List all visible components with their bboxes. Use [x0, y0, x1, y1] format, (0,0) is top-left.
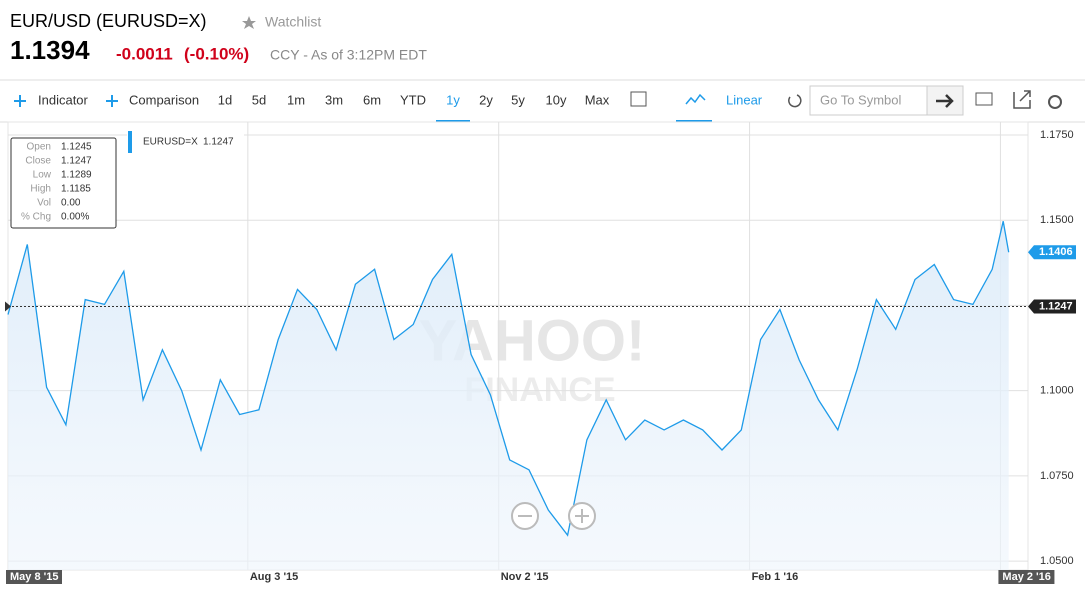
range-button[interactable]: YTD	[400, 92, 426, 107]
y-tick-label: 1.0750	[1040, 470, 1074, 482]
plus-icon	[14, 95, 26, 107]
range-button[interactable]: 3m	[325, 92, 343, 107]
x-tick-label: Aug 3 '15	[250, 571, 298, 583]
arrow-icon	[936, 94, 954, 108]
settings-icon[interactable]	[1048, 95, 1062, 109]
print-icon[interactable]	[975, 92, 993, 106]
range-button[interactable]: 1d	[218, 92, 232, 107]
x-tick-label: Feb 1 '16	[752, 571, 799, 583]
legend-value: 1.1247	[203, 137, 234, 148]
comparison-button[interactable]: Comparison	[129, 92, 199, 107]
chart-type-icon[interactable]	[685, 93, 706, 105]
current-label: 1.1406	[1039, 246, 1073, 258]
quote-title: EUR/USD (EURUSD=X)	[10, 11, 207, 31]
y-tick-label: 1.1500	[1040, 214, 1074, 226]
range-button[interactable]: 6m	[363, 92, 381, 107]
scale-button[interactable]: Linear	[726, 92, 763, 107]
x-tick-label: Nov 2 '15	[501, 571, 549, 583]
ohlc-value: 0.00%	[61, 212, 89, 223]
range-button[interactable]: Max	[585, 92, 610, 107]
x-tick-label: May 8 '15	[10, 571, 58, 583]
ohlc-value: 1.1289	[61, 170, 92, 181]
ohlc-value: 0.00	[61, 198, 81, 209]
x-tick-highlight	[998, 570, 1055, 584]
legend-swatch	[128, 131, 132, 153]
y-tick-label: 1.1000	[1040, 385, 1074, 397]
legend-name: EURUSD=X	[143, 137, 198, 148]
share-icon[interactable]	[1013, 90, 1031, 109]
price-line	[7, 221, 1010, 537]
symbol-placeholder: Go To Symbol	[820, 92, 902, 107]
area	[8, 221, 1009, 570]
reference-marker	[5, 301, 11, 312]
change: -0.0011	[116, 44, 173, 63]
ohlc-label: Vol	[37, 198, 51, 209]
reference-label-bg	[1028, 299, 1076, 314]
range-button[interactable]: 1m	[287, 92, 305, 107]
ohlc-value: 1.1247	[61, 156, 92, 167]
reset-icon[interactable]	[788, 94, 802, 108]
range-button[interactable]: 2y	[479, 92, 493, 107]
y-tick-label: 1.0500	[1040, 555, 1074, 567]
reference-label: 1.1247	[1039, 300, 1073, 312]
status: CCY - As of 3:12PM EDT	[270, 47, 427, 63]
range-button[interactable]: 5d	[252, 92, 266, 107]
range-button[interactable]: 5y	[511, 92, 525, 107]
calendar-icon[interactable]	[630, 91, 647, 107]
ohlc-box	[10, 137, 117, 229]
watchlist-button[interactable]: Watchlist	[265, 14, 321, 30]
y-tick-label: 1.1750	[1040, 129, 1074, 141]
ohlc-label: % Chg	[21, 212, 51, 223]
change-percent: (-0.10%)	[184, 44, 249, 63]
price: 1.1394	[10, 35, 90, 65]
ohlc-label: Open	[27, 142, 51, 153]
current-label-bg	[1028, 245, 1076, 260]
x-tick-highlight	[6, 570, 62, 584]
legend-box	[127, 130, 244, 154]
plus-icon	[106, 95, 118, 107]
ohlc-label: Low	[33, 170, 52, 181]
range-button[interactable]: 1y	[446, 92, 460, 107]
ohlc-label: High	[30, 184, 51, 195]
ohlc-value: 1.1245	[61, 142, 92, 153]
star-icon[interactable]	[242, 16, 256, 29]
ohlc-value: 1.1185	[61, 184, 91, 195]
range-button[interactable]: 10y	[546, 92, 567, 107]
indicator-button[interactable]: Indicator	[38, 92, 89, 107]
ohlc-label: Close	[25, 156, 51, 167]
zoom-in-icon	[575, 509, 589, 523]
x-tick-label: May 2 '16	[1002, 571, 1050, 583]
